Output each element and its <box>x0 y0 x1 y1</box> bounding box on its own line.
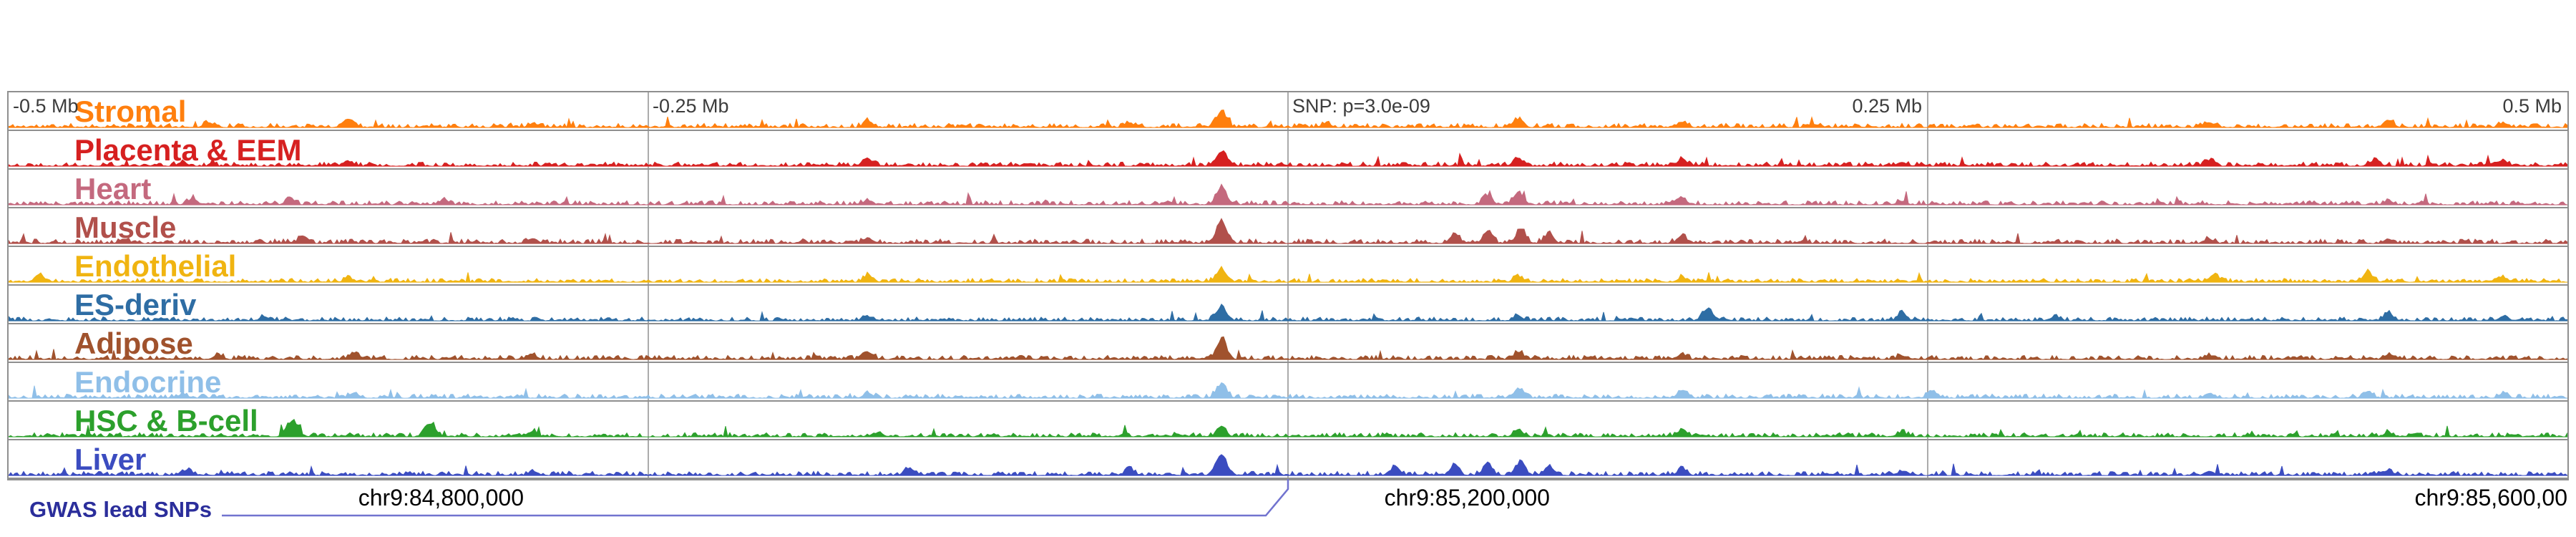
track-signal-endocrine <box>9 382 2567 400</box>
track-row-endocrine: Endocrine <box>9 363 2567 402</box>
track-signal-es-deriv <box>9 303 2567 322</box>
track-row-hsc-b-cell: HSC & B-cell <box>9 402 2567 440</box>
track-row-adipose: Adipose <box>9 324 2567 363</box>
genomic-coordinate-tick-label: chr9:84,800,000 <box>358 485 524 511</box>
track-label-adipose: Adipose <box>74 326 193 360</box>
track-label-heart: Heart <box>74 171 152 205</box>
track-signal-adipose <box>9 336 2567 361</box>
track-row-liver: Liver <box>9 440 2567 479</box>
relative-position-tick-label: -0.5 Mb <box>13 95 79 117</box>
relative-position-tick-label: -0.25 Mb <box>653 95 729 117</box>
track-row-stromal: Stromal <box>9 92 2567 131</box>
track-signal-hsc-b-cell <box>9 418 2567 438</box>
snp-pvalue-label: SNP: p=3.0e-09 <box>1292 95 1430 117</box>
track-label-hsc-b-cell: HSC & B-cell <box>74 403 258 437</box>
track-signal-placenta-eem <box>9 150 2567 168</box>
track-label-stromal: Stromal <box>74 94 187 128</box>
track-label-placenta-eem: Placenta & EEM <box>74 132 302 167</box>
track-row-endothelial: Endothelial <box>9 247 2567 286</box>
genomic-coordinate-tick-label: chr9:85,600,00 <box>2414 485 2568 511</box>
track-row-es-deriv: ES-deriv <box>9 286 2567 324</box>
relative-position-tick-label: 0.25 Mb <box>1852 95 1922 117</box>
genomic-position-axis: chr9:84,800,000 chr9:85,200,000 chr9:85,60… <box>9 485 2567 515</box>
track-label-endothelial: Endothelial <box>74 248 237 283</box>
gridline <box>648 92 649 479</box>
track-signal-endothelial <box>9 266 2567 284</box>
track-signal-liver <box>9 454 2567 477</box>
track-row-muscle: Muscle <box>9 208 2567 247</box>
track-label-muscle: Muscle <box>74 210 177 244</box>
gridline <box>1287 92 1289 479</box>
relative-position-tick-label: 0.5 Mb <box>2502 95 2562 117</box>
track-signal-heart <box>9 183 2567 206</box>
track-row-heart: Heart <box>9 170 2567 208</box>
track-row-placenta-eem: Placenta & EEM <box>9 131 2567 170</box>
signal-track-plot: Stromal Placenta & EEM Heart Muscle Endothel… <box>7 91 2569 480</box>
track-label-liver: Liver <box>74 442 147 476</box>
gwas-lead-snps-label: GWAS lead SNPs <box>29 497 212 522</box>
genomic-coordinate-tick-label: chr9:85,200,000 <box>1384 485 1550 511</box>
track-label-es-deriv: ES-deriv <box>74 287 197 321</box>
track-signal-stromal <box>9 110 2567 129</box>
track-label-endocrine: Endocrine <box>74 364 222 399</box>
track-signal-muscle <box>9 218 2567 245</box>
gridline <box>1927 92 1928 479</box>
